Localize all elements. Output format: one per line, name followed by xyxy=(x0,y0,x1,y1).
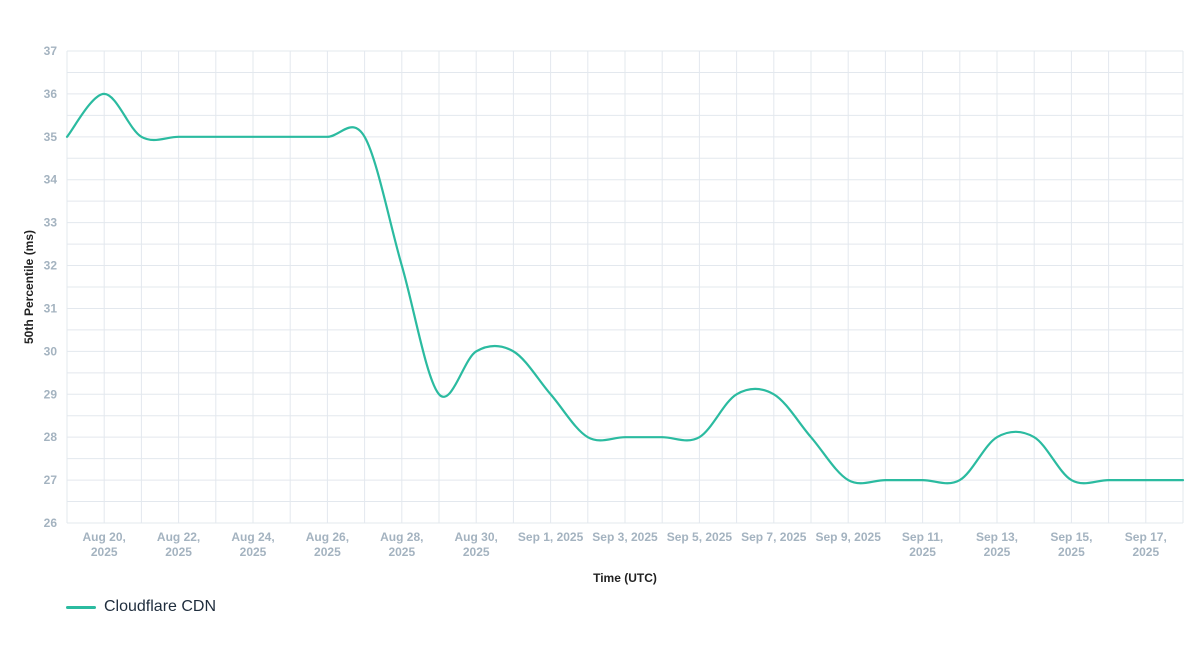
x-tick-label-line: Sep 11, xyxy=(902,530,943,544)
x-tick-label: Sep 11, 2025 xyxy=(902,530,943,559)
x-tick-label-line: Aug 30, xyxy=(455,530,498,544)
x-tick-label-line: 2025 xyxy=(388,545,415,559)
legend-swatch-cloudflare-cdn xyxy=(66,605,96,609)
x-tick-label-line: 2025 xyxy=(165,545,192,559)
x-tick-label-line: Aug 26, xyxy=(306,530,349,544)
x-tick-label-line: Sep 7, 2025 xyxy=(741,530,807,544)
x-tick-label: Aug 28, 2025 xyxy=(380,530,423,559)
grid xyxy=(66,50,1184,524)
x-tick-label: Aug 26, 2025 xyxy=(306,530,349,559)
x-tick-label-line: 2025 xyxy=(909,545,936,559)
x-tick-label: Aug 24, 2025 xyxy=(231,530,274,559)
x-axis-title: Time (UTC) xyxy=(593,571,657,585)
x-tick-label-line: 2025 xyxy=(240,545,267,559)
x-tick-label: Sep 17, 2025 xyxy=(1125,530,1167,559)
y-axis-ticks: 26 27 28 29 30 31 32 33 34 35 36 37 xyxy=(44,44,58,530)
x-tick-label-line: Aug 22, xyxy=(157,530,200,544)
x-tick-label-line: 2025 xyxy=(91,545,118,559)
x-tick-label: Sep 1, 2025 xyxy=(518,530,584,544)
x-tick-label: Sep 5, 2025 xyxy=(667,530,733,544)
y-tick-label: 35 xyxy=(44,130,58,144)
x-tick-label-line: Sep 3, 2025 xyxy=(592,530,658,544)
legend-label-cloudflare-cdn: Cloudflare CDN xyxy=(104,598,217,615)
x-tick-label-line: 2025 xyxy=(463,545,490,559)
y-tick-label: 36 xyxy=(44,87,58,101)
x-tick-label-line: Aug 24, xyxy=(231,530,274,544)
x-tick-label: Aug 20, 2025 xyxy=(83,530,126,559)
x-tick-label-line: 2025 xyxy=(984,545,1011,559)
y-tick-label: 30 xyxy=(44,344,58,358)
y-tick-label: 32 xyxy=(44,259,58,273)
x-tick-label-line: Sep 9, 2025 xyxy=(816,530,882,544)
legend: Cloudflare CDN xyxy=(66,598,216,616)
x-tick-label-line: Sep 13, xyxy=(976,530,1018,544)
x-tick-label-line: Aug 20, xyxy=(83,530,126,544)
x-tick-label-line: Sep 15, xyxy=(1050,530,1092,544)
x-tick-label-line: Sep 5, 2025 xyxy=(667,530,733,544)
x-tick-label: Sep 13, 2025 xyxy=(976,530,1018,559)
series-line-cloudflare-cdn xyxy=(65,92,1185,485)
y-tick-label: 34 xyxy=(44,173,58,187)
x-tick-label: Sep 7, 2025 xyxy=(741,530,807,544)
series-layer xyxy=(65,92,1185,485)
x-tick-label: Sep 9, 2025 xyxy=(816,530,882,544)
y-axis-title: 50th Percentile (ms) xyxy=(22,230,36,344)
x-tick-label-line: Sep 17, xyxy=(1125,530,1167,544)
x-tick-label-line: 2025 xyxy=(314,545,341,559)
y-tick-label: 37 xyxy=(44,44,58,58)
x-tick-label-line: Sep 1, 2025 xyxy=(518,530,584,544)
y-tick-label: 28 xyxy=(44,430,58,444)
x-tick-label: Aug 30, 2025 xyxy=(455,530,498,559)
x-tick-label-line: 2025 xyxy=(1058,545,1085,559)
y-tick-label: 33 xyxy=(44,216,58,230)
y-tick-label: 31 xyxy=(44,301,58,315)
x-tick-label: Sep 3, 2025 xyxy=(592,530,658,544)
x-tick-label: Aug 22, 2025 xyxy=(157,530,200,559)
x-tick-label-line: 2025 xyxy=(1132,545,1159,559)
x-tick-label: Sep 15, 2025 xyxy=(1050,530,1092,559)
y-tick-label: 27 xyxy=(44,473,58,487)
x-tick-label-line: Aug 28, xyxy=(380,530,423,544)
y-tick-label: 26 xyxy=(44,516,58,530)
y-tick-label: 29 xyxy=(44,387,58,401)
